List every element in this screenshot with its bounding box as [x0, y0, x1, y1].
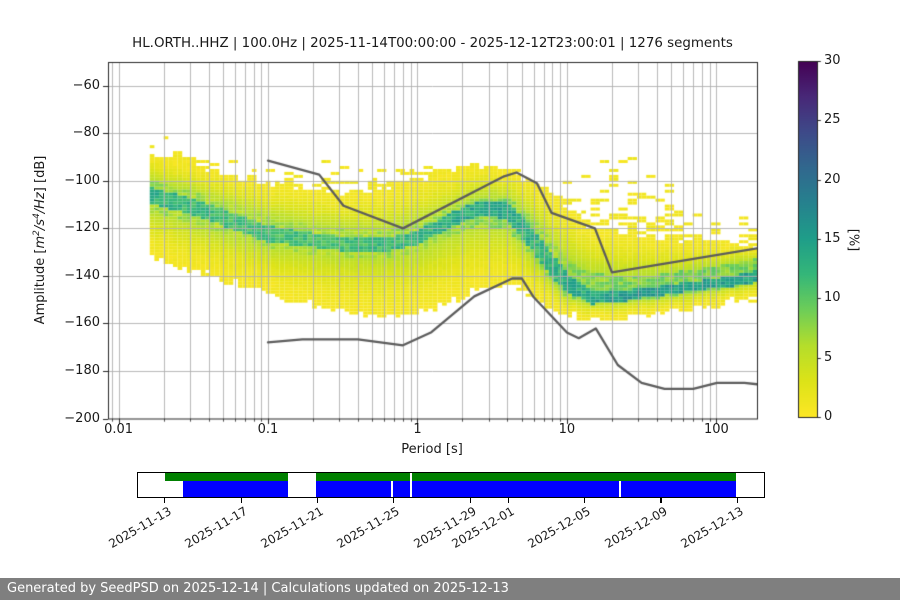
- date-tick: [583, 498, 586, 504]
- date-tick: [164, 498, 166, 504]
- availability-blue-segment: [412, 481, 620, 498]
- colorbar-tick-label: 20: [824, 171, 841, 187]
- date-tick: [736, 498, 738, 504]
- x-axis-label: Period [s]: [401, 442, 463, 457]
- y-axis-label-prefix: Amplitude [: [33, 248, 49, 325]
- date-tick: [660, 498, 662, 504]
- y-tick-label: −60: [72, 77, 100, 93]
- y-tick-label: −140: [64, 267, 100, 283]
- date-tick: [469, 498, 471, 504]
- date-tick: [393, 498, 395, 504]
- availability-blue-segment: [392, 481, 411, 498]
- footer-text: Generated by SeedPSD on 2025-12-14 | Cal…: [7, 581, 509, 596]
- x-tick-label: 0.1: [257, 422, 279, 437]
- y-tick-label: −180: [64, 362, 100, 378]
- y-tick-label: −120: [64, 220, 100, 236]
- y-tick-label: −160: [64, 315, 100, 331]
- x-tick-label: 0.01: [104, 422, 134, 437]
- colorbar-tick-label: 0: [824, 409, 833, 424]
- availability-timeline: [136, 471, 765, 499]
- availability-blue-segment: [620, 481, 736, 498]
- colorbar-tick-label: 5: [824, 349, 833, 365]
- date-tick: [507, 498, 509, 504]
- availability-blue-segment: [316, 481, 392, 498]
- x-tick-label: 1: [413, 422, 422, 437]
- x-tick-label: 100: [703, 422, 729, 437]
- colorbar-tick-label: 30: [824, 53, 841, 68]
- plot-title: HL.ORTH..HHZ | 100.0Hz | 2025-11-14T00:0…: [132, 36, 733, 51]
- date-tick: [240, 498, 242, 504]
- availability-green-segment: [165, 473, 289, 481]
- x-tick-label: 10: [558, 422, 576, 437]
- y-tick-label: −80: [72, 125, 100, 141]
- colorbar-unit-label: [%]: [845, 228, 861, 252]
- colorbar-tick-label: 15: [824, 231, 841, 246]
- availability-green-segment: [316, 473, 411, 481]
- colorbar-tick-label: 25: [824, 112, 841, 128]
- y-tick-label: −200: [64, 410, 100, 426]
- footer-status-bar: Generated by SeedPSD on 2025-12-14 | Cal…: [0, 578, 900, 600]
- date-tick: [316, 498, 319, 504]
- colorbar-tick-label: 10: [824, 290, 841, 306]
- availability-green-segment: [412, 473, 736, 481]
- y-tick-label: −100: [64, 172, 100, 188]
- availability-blue-segment: [183, 481, 289, 498]
